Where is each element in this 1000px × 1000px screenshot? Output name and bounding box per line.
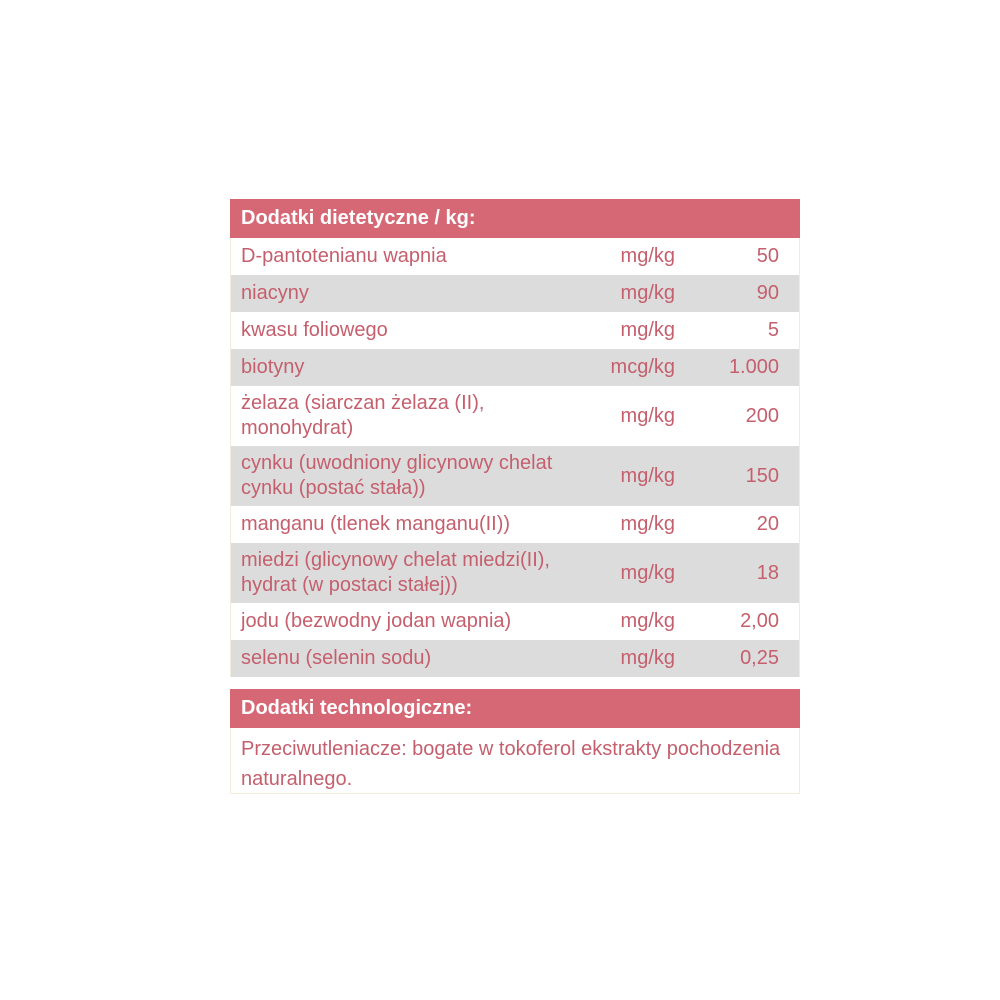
ingredient-name: D-pantotenianu wapnia xyxy=(241,245,447,267)
ingredient-value: 18 xyxy=(756,561,779,584)
ingredient-unit: mg/kg xyxy=(620,647,675,669)
ingredient-unit: mg/kg xyxy=(620,319,675,341)
ingredient-name: selenu (selenin sodu) xyxy=(241,647,432,669)
ingredient-value: 20 xyxy=(756,513,779,535)
ingredient-value: 200 xyxy=(745,404,779,427)
table-row: niacyny mg/kg 90 xyxy=(231,275,799,312)
dietary-additives-header: Dodatki dietetyczne / kg: xyxy=(230,199,800,238)
table-row: jodu (bezwodny jodan wapnia) mg/kg 2,00 xyxy=(231,603,799,640)
ingredient-unit: mg/kg xyxy=(620,404,675,427)
ingredient-unit: mg/kg xyxy=(620,245,675,267)
ingredient-name: miedzi (glicynowy chelat miedzi(II), hyd… xyxy=(241,549,550,596)
ingredient-value: 90 xyxy=(756,282,779,304)
ingredient-name: niacyny xyxy=(241,282,309,304)
table-row: miedzi (glicynowy chelat miedzi(II), hyd… xyxy=(231,543,799,603)
table-row: żelaza (siarczan żelaza (II), monohydrat… xyxy=(231,386,799,446)
table-row: biotyny mcg/kg 1.000 xyxy=(231,349,799,386)
ingredient-value: 2,00 xyxy=(740,610,779,632)
ingredient-unit: mcg/kg xyxy=(610,356,675,378)
table-row: manganu (tlenek manganu(II)) mg/kg 20 xyxy=(231,506,799,543)
ingredient-name: żelaza (siarczan żelaza (II), monohydrat… xyxy=(241,392,485,439)
ingredient-unit: mg/kg xyxy=(620,513,675,535)
ingredient-value: 150 xyxy=(745,464,779,487)
ingredient-unit: mg/kg xyxy=(620,282,675,304)
ingredient-value: 5 xyxy=(767,319,779,341)
technological-additives-text: Przeciwutleniacze: bogate w tokoferol ek… xyxy=(230,728,800,794)
table-row: kwasu foliowego mg/kg 5 xyxy=(231,312,799,349)
ingredient-unit: mg/kg xyxy=(620,464,675,487)
dietary-additives-table: D-pantotenianu wapnia mg/kg 50 niacyny m… xyxy=(230,238,800,677)
technological-additives-header: Dodatki technologiczne: xyxy=(230,689,800,728)
ingredient-unit: mg/kg xyxy=(620,610,675,632)
table-row: selenu (selenin sodu) mg/kg 0,25 xyxy=(231,640,799,677)
ingredient-name: biotyny xyxy=(241,356,305,378)
table-row: D-pantotenianu wapnia mg/kg 50 xyxy=(231,238,799,275)
ingredient-name: jodu (bezwodny jodan wapnia) xyxy=(241,610,512,632)
ingredient-unit: mg/kg xyxy=(620,561,675,584)
table-row: cynku (uwodniony glicynowy chelat cynku … xyxy=(231,446,799,506)
ingredient-name: cynku (uwodniony glicynowy chelat cynku … xyxy=(241,452,553,499)
ingredient-value: 0,25 xyxy=(740,647,779,669)
ingredient-name: manganu (tlenek manganu(II)) xyxy=(241,513,511,535)
ingredient-name: kwasu foliowego xyxy=(241,319,388,341)
ingredient-value: 50 xyxy=(756,245,779,267)
ingredients-panel: Dodatki dietetyczne / kg: D-pantotenianu… xyxy=(230,199,800,794)
ingredient-value: 1.000 xyxy=(728,356,779,378)
